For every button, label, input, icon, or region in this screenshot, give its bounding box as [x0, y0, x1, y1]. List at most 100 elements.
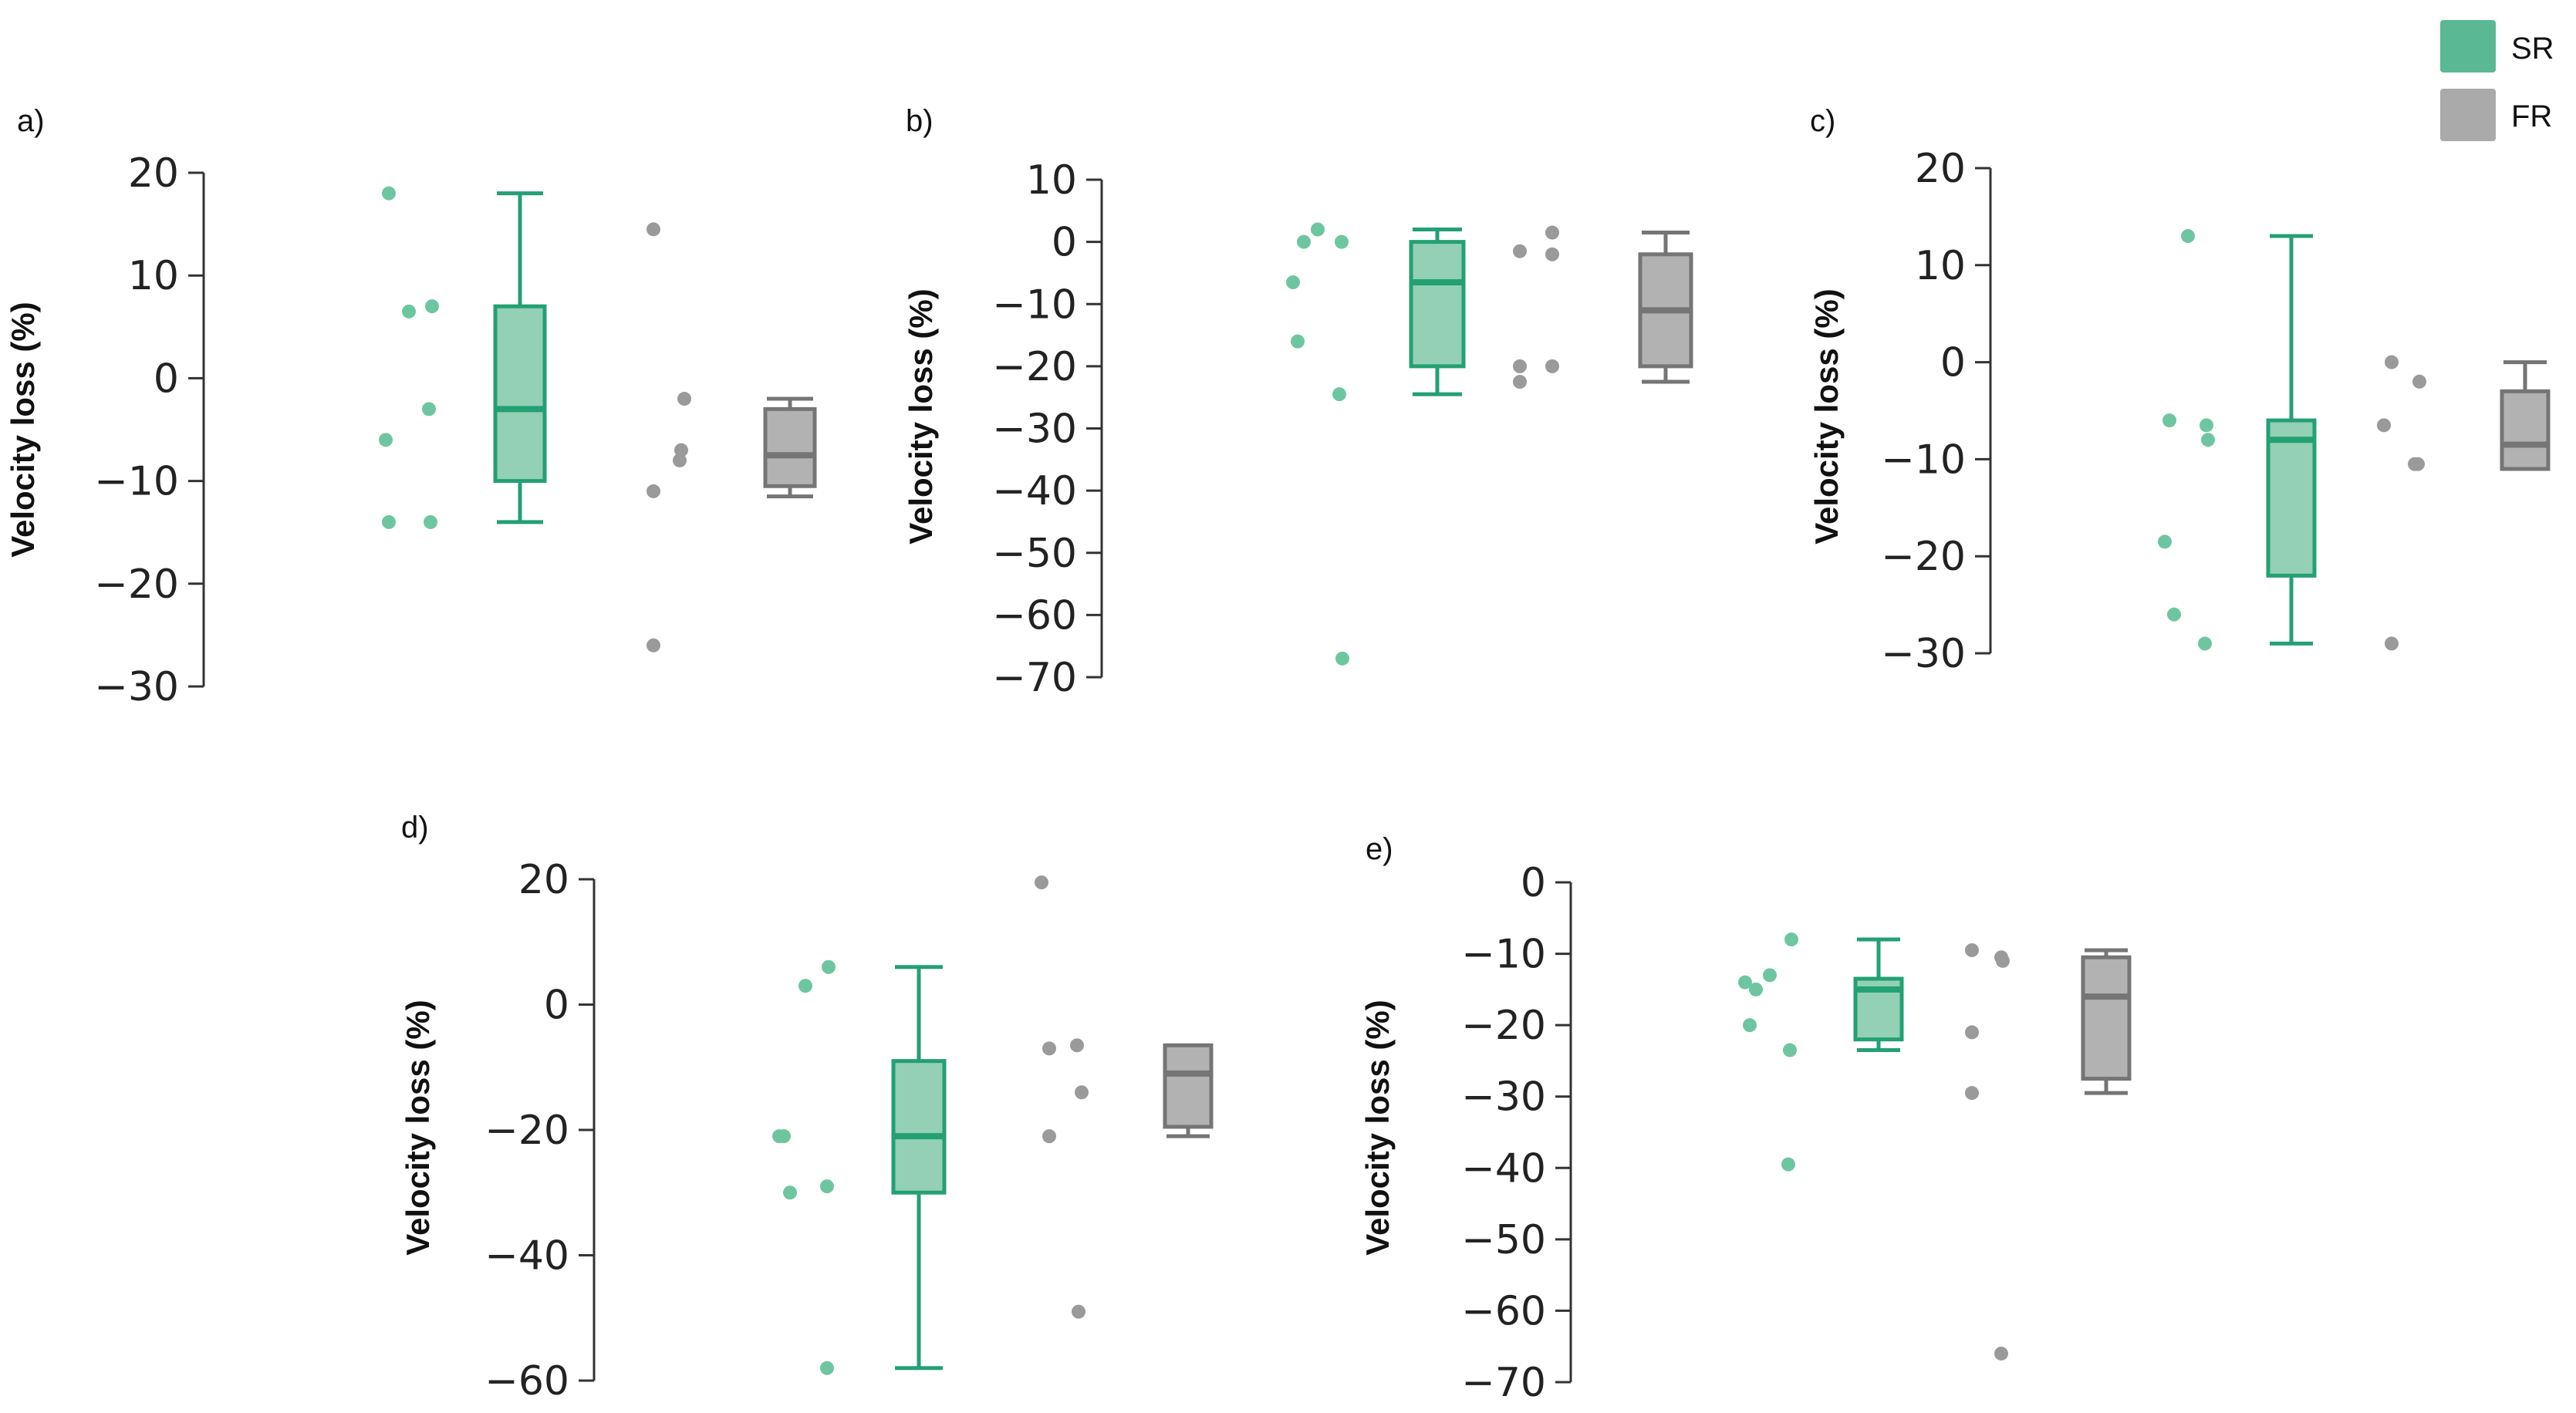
- y-tick-label: −60: [992, 592, 1077, 639]
- box-iqr: [1163, 1043, 1214, 1129]
- data-point: [2377, 418, 2391, 433]
- y-tick-label: 0: [1521, 860, 1546, 906]
- data-point: [2385, 636, 2399, 651]
- panel-a: a) Velocity loss (%) 20 10 0 −10 −20 −30: [5, 104, 817, 710]
- y-tick-label: 10: [1026, 157, 1077, 204]
- y-tick-label: −70: [1461, 1360, 1546, 1406]
- box-iqr: [2266, 418, 2317, 578]
- data-point: [1784, 932, 1798, 947]
- data-point: [1513, 244, 1527, 258]
- data-point: [402, 304, 416, 319]
- y-tick-label: −40: [484, 1233, 569, 1280]
- y-tick-label: −20: [1461, 1003, 1546, 1049]
- data-point: [1513, 359, 1527, 373]
- data-point: [1513, 375, 1527, 390]
- y-tick-label: 20: [128, 150, 179, 197]
- y-tick-label: −30: [94, 664, 179, 710]
- series-fr: [647, 222, 817, 653]
- data-point: [2200, 418, 2213, 433]
- y-tick-label: −20: [94, 561, 179, 608]
- panel-d: d) Velocity loss (%) 20 0 −20 −40 −60: [400, 811, 1214, 1405]
- data-point: [647, 222, 660, 237]
- data-point: [674, 443, 688, 457]
- data-point: [1545, 359, 1559, 373]
- data-point: [2411, 457, 2425, 471]
- data-point: [1075, 1085, 1089, 1100]
- y-tick-label: −70: [992, 655, 1077, 701]
- data-point: [2201, 433, 2215, 447]
- data-point: [1965, 1086, 1979, 1101]
- data-point: [2412, 374, 2426, 389]
- data-point: [2158, 535, 2172, 549]
- data-point: [1311, 222, 1325, 237]
- panel-label: c): [1810, 104, 1835, 138]
- data-point: [379, 433, 393, 447]
- panel-label: b): [906, 104, 934, 138]
- data-point: [422, 402, 436, 416]
- y-tick-label: −60: [1461, 1288, 1546, 1334]
- box-iqr: [891, 1059, 947, 1195]
- y-tick-label: 0: [154, 356, 179, 402]
- y-tick-label: 0: [1940, 340, 1966, 386]
- y-tick-label: −10: [94, 459, 179, 505]
- panel-e: e) Velocity loss (%) 0 −10 −20 −30 −40 −50 −60 −7…: [1359, 832, 2132, 1406]
- legend-label-sr: SR: [2511, 32, 2554, 66]
- series-sr: [1738, 932, 1904, 1172]
- data-point: [1965, 1025, 1979, 1040]
- y-axis-label: Velocity loss (%): [5, 302, 41, 557]
- data-point: [1070, 1038, 1084, 1053]
- data-point: [820, 1361, 834, 1375]
- data-point: [1291, 334, 1305, 349]
- y-tick-label: 20: [1915, 146, 1966, 192]
- data-point: [673, 453, 687, 467]
- y-tick-label: 20: [518, 857, 569, 903]
- legend-swatch-sr: [2440, 20, 2496, 73]
- box-iqr: [1409, 240, 1466, 369]
- data-point: [1783, 1043, 1797, 1057]
- y-tick-label: −10: [1881, 437, 1966, 483]
- y-tick-label: −60: [484, 1358, 569, 1405]
- data-point: [798, 979, 812, 993]
- data-point: [647, 638, 660, 653]
- series-sr: [2158, 229, 2317, 651]
- data-point: [783, 1185, 797, 1200]
- data-point: [1545, 247, 1559, 261]
- data-point: [1335, 234, 1349, 249]
- y-tick-label: −50: [992, 531, 1077, 577]
- data-point: [1996, 953, 2010, 968]
- data-point: [1042, 1041, 1056, 1056]
- legend-swatch-fr: [2440, 89, 2496, 141]
- panel-b: b) Velocity loss (%) 10 0 −10 −20 −30 −40 −50 −60…: [903, 104, 1693, 701]
- data-point: [2385, 355, 2399, 369]
- y-axis-label: Velocity loss (%): [903, 288, 939, 544]
- y-tick-label: 10: [1915, 243, 1966, 289]
- series-fr: [1965, 943, 2132, 1361]
- panels: a) Velocity loss (%) 20 10 0 −10 −20 −30 b) Veloc…: [5, 104, 2551, 1406]
- y-tick-label: −20: [484, 1108, 569, 1154]
- y-tick-label: −10: [992, 282, 1077, 328]
- data-point: [1994, 1346, 2008, 1361]
- box-iqr: [493, 304, 547, 484]
- y-tick-label: −30: [1881, 631, 1966, 677]
- data-point: [1743, 1018, 1757, 1033]
- data-point: [1781, 1157, 1795, 1172]
- data-point: [424, 514, 437, 529]
- data-point: [1545, 225, 1559, 240]
- y-tick-label: −20: [1881, 534, 1966, 580]
- data-point: [777, 1129, 791, 1144]
- box-iqr: [2500, 389, 2551, 471]
- y-axis-label: Velocity loss (%): [1359, 1000, 1396, 1255]
- y-tick-label: −10: [1461, 932, 1546, 978]
- y-tick-label: −40: [1461, 1145, 1546, 1192]
- data-point: [647, 484, 660, 498]
- legend-label-fr: FR: [2511, 99, 2552, 133]
- y-axis-label: Velocity loss (%): [400, 1000, 436, 1255]
- y-tick-label: −30: [1461, 1074, 1546, 1121]
- data-point: [1286, 275, 1300, 290]
- box-iqr: [763, 406, 817, 488]
- box-iqr: [2081, 955, 2132, 1081]
- series-fr: [1035, 875, 1214, 1319]
- data-point: [2162, 413, 2176, 428]
- series-fr: [2377, 355, 2551, 651]
